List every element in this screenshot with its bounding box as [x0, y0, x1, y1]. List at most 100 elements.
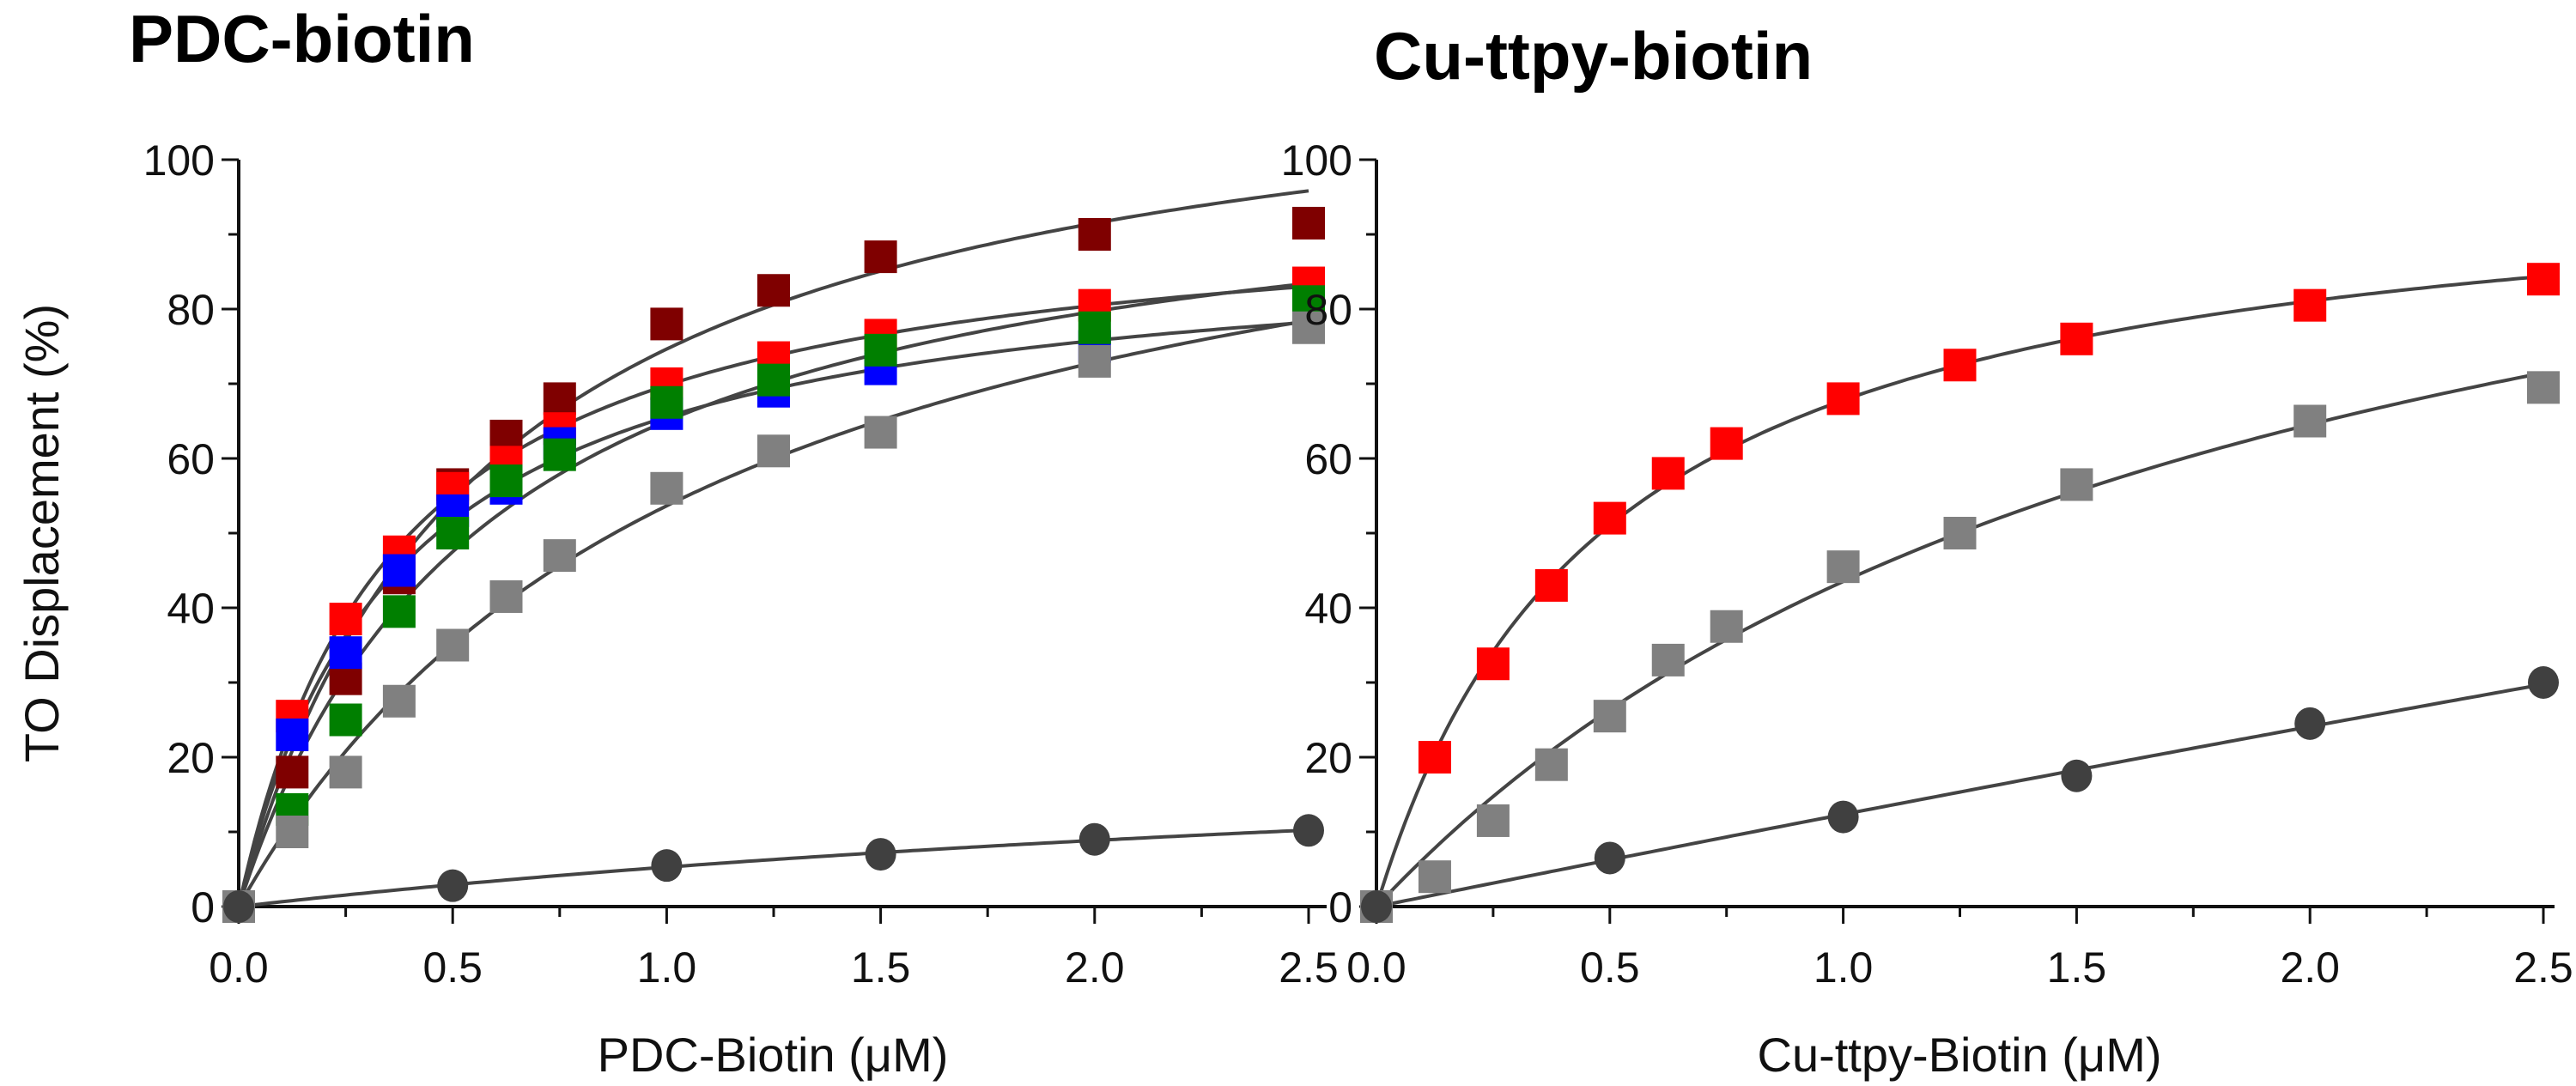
- data-point-series-4: [436, 628, 470, 662]
- data-point-series-0: [1418, 741, 1451, 774]
- data-point-series-0: [2060, 322, 2093, 355]
- panel-cu-ttpy-biotin: Cu-ttpy-biotin Cu-ttpy-Biotin (μM) 0 20 40…: [1281, 18, 2573, 1082]
- data-point-series-3: [1078, 311, 1111, 344]
- data-point-series-4: [382, 684, 416, 718]
- data-point-series-3: [757, 363, 790, 397]
- x-tick-label: 1.5: [851, 943, 911, 992]
- fit-curve-series-5: [238, 828, 1309, 908]
- data-point-series-4: [864, 416, 897, 449]
- fit-curve-series-1: [1375, 371, 2544, 908]
- x-tick-label: 0.5: [422, 943, 483, 992]
- y-tick-label: 40: [1304, 585, 1352, 633]
- x-axis-label: PDC-Biotin (μM): [598, 1028, 949, 1082]
- data-point-series-0: [1593, 501, 1626, 535]
- data-point-series-4: [489, 579, 523, 613]
- data-point-series-2: [1827, 800, 1859, 834]
- x-tick-label: 2.5: [1279, 943, 1339, 992]
- y-tick-label: 60: [1304, 435, 1352, 483]
- data-point-series-1: [1651, 643, 1685, 676]
- data-point-series-3: [382, 595, 416, 628]
- x-tick-label: 0.5: [1580, 943, 1640, 992]
- data-point-series-5: [1293, 814, 1324, 847]
- data-point-series-1: [1418, 860, 1451, 894]
- y-tick-label: 60: [167, 435, 215, 483]
- y-tick-label: 40: [167, 585, 215, 633]
- data-point-series-0: [864, 240, 897, 274]
- data-point-series-2: [329, 636, 362, 670]
- y-tick-label: 0: [191, 883, 215, 931]
- data-point-series-1: [1593, 700, 1626, 733]
- data-point-series-4: [543, 539, 576, 573]
- y-tick-label: 80: [1304, 286, 1352, 334]
- data-point-series-1: [1710, 610, 1743, 643]
- data-point-series-0: [1078, 218, 1111, 251]
- chart-title: Cu-ttpy-biotin: [1374, 18, 1813, 94]
- data-point-series-0: [757, 274, 790, 307]
- data-point-series-0: [1292, 206, 1325, 240]
- data-point-series-0: [1651, 457, 1685, 490]
- data-point-series-1: [2060, 468, 2093, 501]
- x-axis-label: Cu-ttpy-Biotin (μM): [1758, 1028, 2162, 1082]
- data-point-series-3: [489, 464, 523, 498]
- data-point-series-5: [1078, 822, 1110, 856]
- y-axis-label: TO Displacement (%): [15, 304, 69, 762]
- data-point-series-2: [1361, 890, 1392, 923]
- panel-pdc-biotin: PDC-biotin PDC-Biotin (μM) TO Displaceme…: [15, 1, 1339, 1082]
- data-point-series-3: [436, 517, 470, 549]
- fit-curve-series-2: [1376, 683, 2544, 908]
- y-tick-label: 100: [1281, 137, 1352, 185]
- data-point-series-4: [757, 434, 790, 468]
- x-tick-label: 1.0: [1814, 943, 1874, 992]
- data-point-series-1: [1943, 517, 1977, 549]
- data-point-series-0: [543, 382, 576, 416]
- data-point-series-4: [276, 816, 309, 848]
- y-tick-label: 0: [1328, 883, 1352, 931]
- data-point-series-0: [650, 307, 683, 341]
- data-point-series-1: [1534, 748, 1568, 781]
- data-point-series-2: [276, 718, 309, 751]
- data-point-series-5: [865, 838, 896, 871]
- data-point-series-4: [329, 755, 362, 789]
- data-point-series-3: [650, 385, 683, 419]
- data-point-series-4: [1078, 344, 1111, 378]
- data-point-series-3: [329, 703, 362, 737]
- data-point-series-0: [2527, 263, 2560, 296]
- chart-title: PDC-biotin: [129, 1, 475, 76]
- data-point-series-0: [1826, 382, 1860, 416]
- data-point-series-1: [2527, 371, 2560, 404]
- data-point-series-5: [223, 890, 254, 923]
- x-tick-label: 0.0: [1346, 943, 1406, 992]
- x-tick-label: 1.0: [637, 943, 697, 992]
- data-point-series-2: [2528, 666, 2559, 699]
- data-point-series-4: [1292, 311, 1325, 344]
- y-tick-label: 100: [143, 137, 215, 185]
- data-point-series-1: [1826, 550, 1860, 584]
- data-point-series-2: [2294, 707, 2326, 740]
- x-tick-label: 1.5: [2047, 943, 2107, 992]
- y-tick-label: 20: [1304, 734, 1352, 782]
- data-point-series-5: [437, 869, 469, 902]
- data-point-series-0: [2293, 288, 2327, 322]
- data-point-series-0: [1943, 349, 1977, 382]
- y-tick-label: 20: [167, 734, 215, 782]
- data-point-series-5: [651, 849, 683, 883]
- data-point-series-2: [382, 554, 416, 587]
- data-point-series-4: [650, 471, 683, 505]
- y-tick-label: 80: [167, 286, 215, 334]
- data-point-series-0: [276, 755, 309, 789]
- data-point-series-1: [329, 603, 362, 636]
- data-point-series-0: [1476, 647, 1510, 681]
- x-tick-label: 2.5: [2513, 943, 2573, 992]
- data-point-series-0: [1534, 568, 1568, 602]
- x-tick-label: 2.0: [1065, 943, 1125, 992]
- data-point-series-3: [864, 333, 897, 367]
- x-tick-label: 0.0: [209, 943, 269, 992]
- data-point-series-1: [1476, 804, 1510, 837]
- data-point-series-0: [1710, 427, 1743, 460]
- x-tick-label: 2.0: [2280, 943, 2340, 992]
- data-point-series-2: [2061, 759, 2093, 792]
- data-point-series-3: [543, 438, 576, 471]
- data-point-series-1: [2293, 404, 2327, 438]
- data-point-series-2: [1594, 841, 1625, 875]
